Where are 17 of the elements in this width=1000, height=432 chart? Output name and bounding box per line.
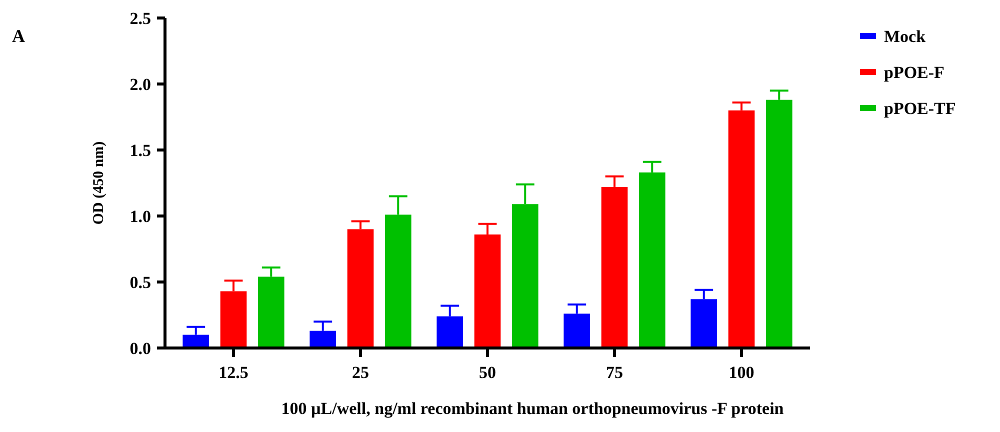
x-tick-label: 50 [479, 363, 496, 382]
legend-label: Mock [884, 26, 926, 46]
legend-label: pPOE-TF [884, 98, 956, 118]
y-tick-label: 0.5 [130, 272, 151, 292]
text: A [12, 26, 25, 46]
y-tick-label: 1.5 [130, 140, 151, 160]
y-axis-title: OD (450 nm) [91, 141, 107, 225]
y-tick-label: 2.0 [130, 74, 151, 94]
x-tick-label: 100 [728, 363, 754, 382]
x-tick-label: 75 [606, 363, 623, 382]
x-tick-label: 25 [352, 363, 369, 382]
y-tick-label: 2.5 [130, 8, 151, 28]
x-axis-title: 100 µL/well, ng/ml recombinant human orthopneumovirus -F protein [281, 399, 784, 418]
legend-label: pPOE-F [884, 62, 944, 82]
y-tick-label: 1.0 [130, 206, 151, 226]
y-tick-label: 0.0 [130, 338, 151, 358]
x-tick-label: 12.5 [218, 363, 248, 382]
